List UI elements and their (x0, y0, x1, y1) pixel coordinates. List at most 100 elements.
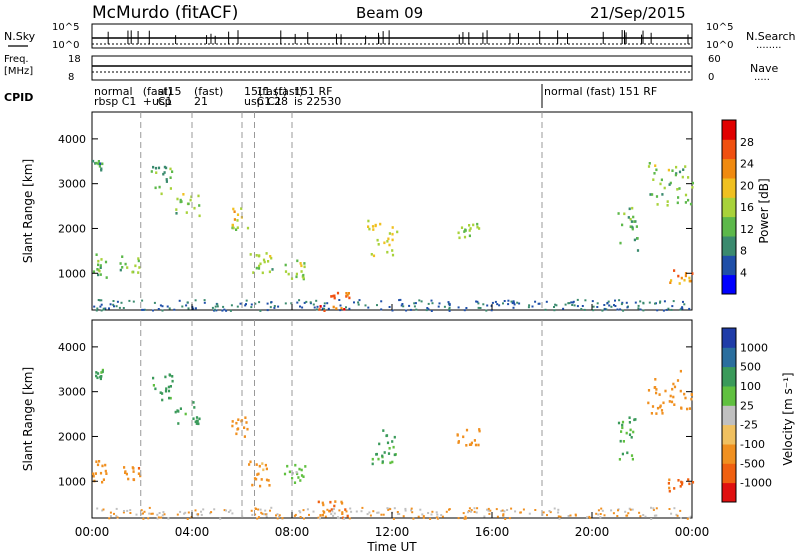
echo-cell (399, 298, 402, 301)
echo-cell (518, 302, 521, 305)
echo-cell (259, 508, 262, 511)
echo-cell (447, 301, 450, 304)
echo-cell (235, 421, 238, 425)
echo-cell (487, 507, 490, 510)
echo-cell (306, 508, 309, 511)
echo-cell (264, 509, 267, 512)
echo-cell (115, 514, 118, 517)
echo-cell (291, 476, 294, 480)
echo-cell (278, 515, 280, 518)
echo-cell (298, 299, 301, 302)
echo-cell (636, 237, 639, 240)
echo-cell (642, 514, 645, 516)
echo-cell (465, 307, 468, 309)
echo-cell (92, 159, 95, 163)
echo-cell (198, 214, 201, 218)
echo-cell (96, 376, 99, 380)
echo-cell (628, 421, 631, 424)
echo-cell (647, 165, 651, 168)
echo-cell (152, 309, 154, 312)
echo-cell (507, 299, 510, 302)
echo-cell (327, 307, 330, 310)
nsky-strip (91, 23, 693, 49)
echo-cell (386, 441, 390, 445)
echo-cell (534, 300, 537, 303)
echo-cell (236, 226, 239, 229)
colorbar-segment (722, 405, 736, 426)
echo-cell (167, 389, 171, 393)
echo-cell (631, 206, 634, 210)
echo-cell (687, 198, 690, 202)
echo-cell (648, 301, 651, 304)
echo-cell (673, 507, 676, 510)
velocity-colorbar: 1000 500 100 25 -25 -100 -500 -1000 (721, 327, 772, 503)
echo-cell (131, 270, 134, 274)
echo-cell (426, 307, 429, 309)
echo-cell (154, 186, 157, 190)
echo-cell (512, 301, 515, 304)
echo-cell (197, 422, 200, 426)
echo-cell (276, 513, 279, 516)
echo-cell (202, 508, 205, 511)
echo-cell (332, 305, 335, 309)
echo-cell (165, 180, 168, 183)
echo-cell (303, 517, 305, 520)
echo-cell (630, 436, 633, 439)
echo-cell (322, 510, 325, 513)
echo-cell (502, 513, 505, 516)
echo-cell (179, 198, 182, 202)
echo-cell (153, 301, 156, 304)
echo-cell (266, 309, 269, 312)
echo-cell (679, 509, 682, 512)
echo-cell (689, 515, 692, 518)
echo-cell (332, 508, 335, 510)
echo-cell (256, 473, 259, 476)
echo-cell (97, 259, 100, 263)
echo-cell (675, 172, 678, 175)
echo-cell (168, 307, 171, 310)
echo-cell (648, 162, 651, 165)
echo-cell (619, 439, 622, 443)
echo-cell (132, 467, 135, 470)
echo-cell (628, 507, 631, 510)
echo-cell (102, 478, 105, 481)
echo-cell (369, 514, 372, 517)
echo-cell (134, 264, 137, 268)
echo-cell (421, 513, 424, 516)
echo-cell (512, 306, 515, 309)
x-tick-label: 16:00 (475, 525, 510, 539)
echo-cell (676, 201, 679, 205)
echo-cell (230, 304, 233, 307)
echo-cell (491, 301, 494, 304)
echo-cell (101, 368, 104, 372)
echo-cell (607, 300, 610, 303)
colorbar-segment (722, 328, 736, 348)
echo-cell (94, 472, 97, 475)
echo-cell (268, 270, 271, 274)
y-tick-label: 3000 (58, 386, 86, 399)
echo-cell (96, 307, 99, 310)
echo-cell (151, 512, 154, 515)
echo-cell (576, 298, 579, 301)
echo-cell (171, 379, 174, 383)
colorbar-segment (722, 463, 736, 484)
cpid-name: 15(fast) (244, 85, 287, 98)
echo-cell (262, 258, 266, 262)
echo-cell (465, 444, 468, 447)
echo-cell (388, 306, 391, 308)
echo-cell (391, 249, 394, 252)
echo-cell (490, 309, 493, 312)
echo-cell (193, 406, 196, 409)
echo-cell (264, 513, 267, 516)
echo-cell (473, 507, 476, 510)
echo-cell (668, 489, 671, 493)
echo-cell (161, 398, 164, 402)
cpid-subname: is 22530 (294, 95, 341, 108)
x-tick-label: 04:00 (175, 525, 210, 539)
echo-cell (463, 235, 467, 239)
echo-cell (127, 477, 130, 481)
echo-cell (655, 168, 658, 172)
echo-cell (163, 171, 166, 174)
echo-cell (357, 303, 360, 306)
echo-cell (464, 515, 467, 518)
